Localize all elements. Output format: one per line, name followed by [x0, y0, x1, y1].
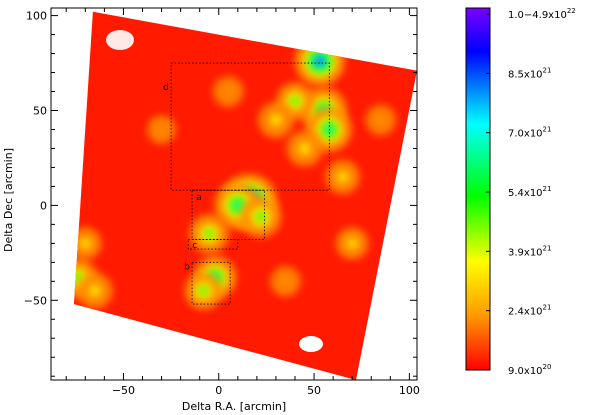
map-feature	[255, 211, 266, 222]
map-feature	[79, 237, 91, 249]
region-boxes: d a c b	[163, 62, 330, 305]
region-label-d: d	[163, 83, 169, 93]
axis-ticks: −50 0 50 100 −50 0 50 100	[24, 8, 420, 397]
x-axis-title: Delta R.A. [arcmin]	[182, 400, 286, 413]
colorbar-label: 5.4x1021	[508, 185, 551, 199]
plot-frame	[50, 7, 418, 381]
map-feature	[204, 228, 215, 239]
map-features	[73, 35, 397, 310]
x-tick-label: 50	[307, 384, 321, 397]
region-label-c: c	[192, 241, 197, 251]
map-feature	[233, 200, 243, 211]
region-label-b: b	[184, 262, 190, 272]
y-tick-label: 100	[26, 10, 47, 23]
map-feature	[220, 83, 236, 100]
map-feature	[346, 237, 358, 249]
map-feature	[315, 56, 324, 66]
colorbar-label: 1.0−4.9x1022	[508, 7, 576, 21]
region-box-c	[187, 239, 239, 250]
map-feature	[198, 285, 209, 296]
map-hole	[106, 30, 134, 50]
x-tick-label: −50	[112, 384, 135, 397]
map-hole	[299, 336, 323, 352]
y-tick-label: 50	[33, 104, 47, 117]
y-axis-title: Delta Dec [arcmin]	[2, 148, 15, 252]
map-feature	[277, 273, 294, 290]
y-tick-label: 0	[40, 199, 47, 212]
map-feature	[336, 171, 349, 183]
y-tick-label: −50	[24, 294, 47, 307]
map-feature	[290, 96, 300, 106]
map-feature	[88, 284, 101, 297]
region-box-a	[191, 189, 265, 240]
region-label-a: a	[196, 193, 202, 203]
colorbar-label: 3.9x1021	[508, 244, 551, 258]
map-region: d a c b	[73, 11, 417, 380]
colorbar-label: 7.0x1021	[508, 126, 551, 140]
region-box-d	[170, 62, 330, 191]
x-tick-label: 0	[215, 384, 222, 397]
map-feature	[298, 142, 311, 155]
colorbar-label: 9.0x1020	[508, 363, 551, 377]
colorbar-label: 2.4x1021	[508, 304, 551, 318]
colorbar	[465, 7, 491, 371]
map-feature	[373, 112, 389, 128]
region-box-b	[191, 261, 231, 305]
colorbar-labels: 1.0−4.9x1022 8.5x1021 7.0x1021 5.4x1021 3.9x…	[486, 7, 576, 377]
map-feature	[154, 122, 169, 137]
colorbar-label: 8.5x1021	[508, 66, 551, 80]
x-tick-label: 100	[399, 384, 420, 397]
map-feature	[269, 113, 282, 126]
